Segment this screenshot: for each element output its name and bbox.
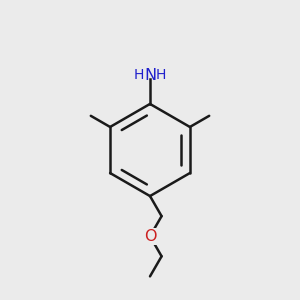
Text: H: H (156, 68, 166, 82)
Text: N: N (144, 68, 156, 82)
Text: H: H (134, 68, 144, 82)
Text: O: O (144, 229, 156, 244)
